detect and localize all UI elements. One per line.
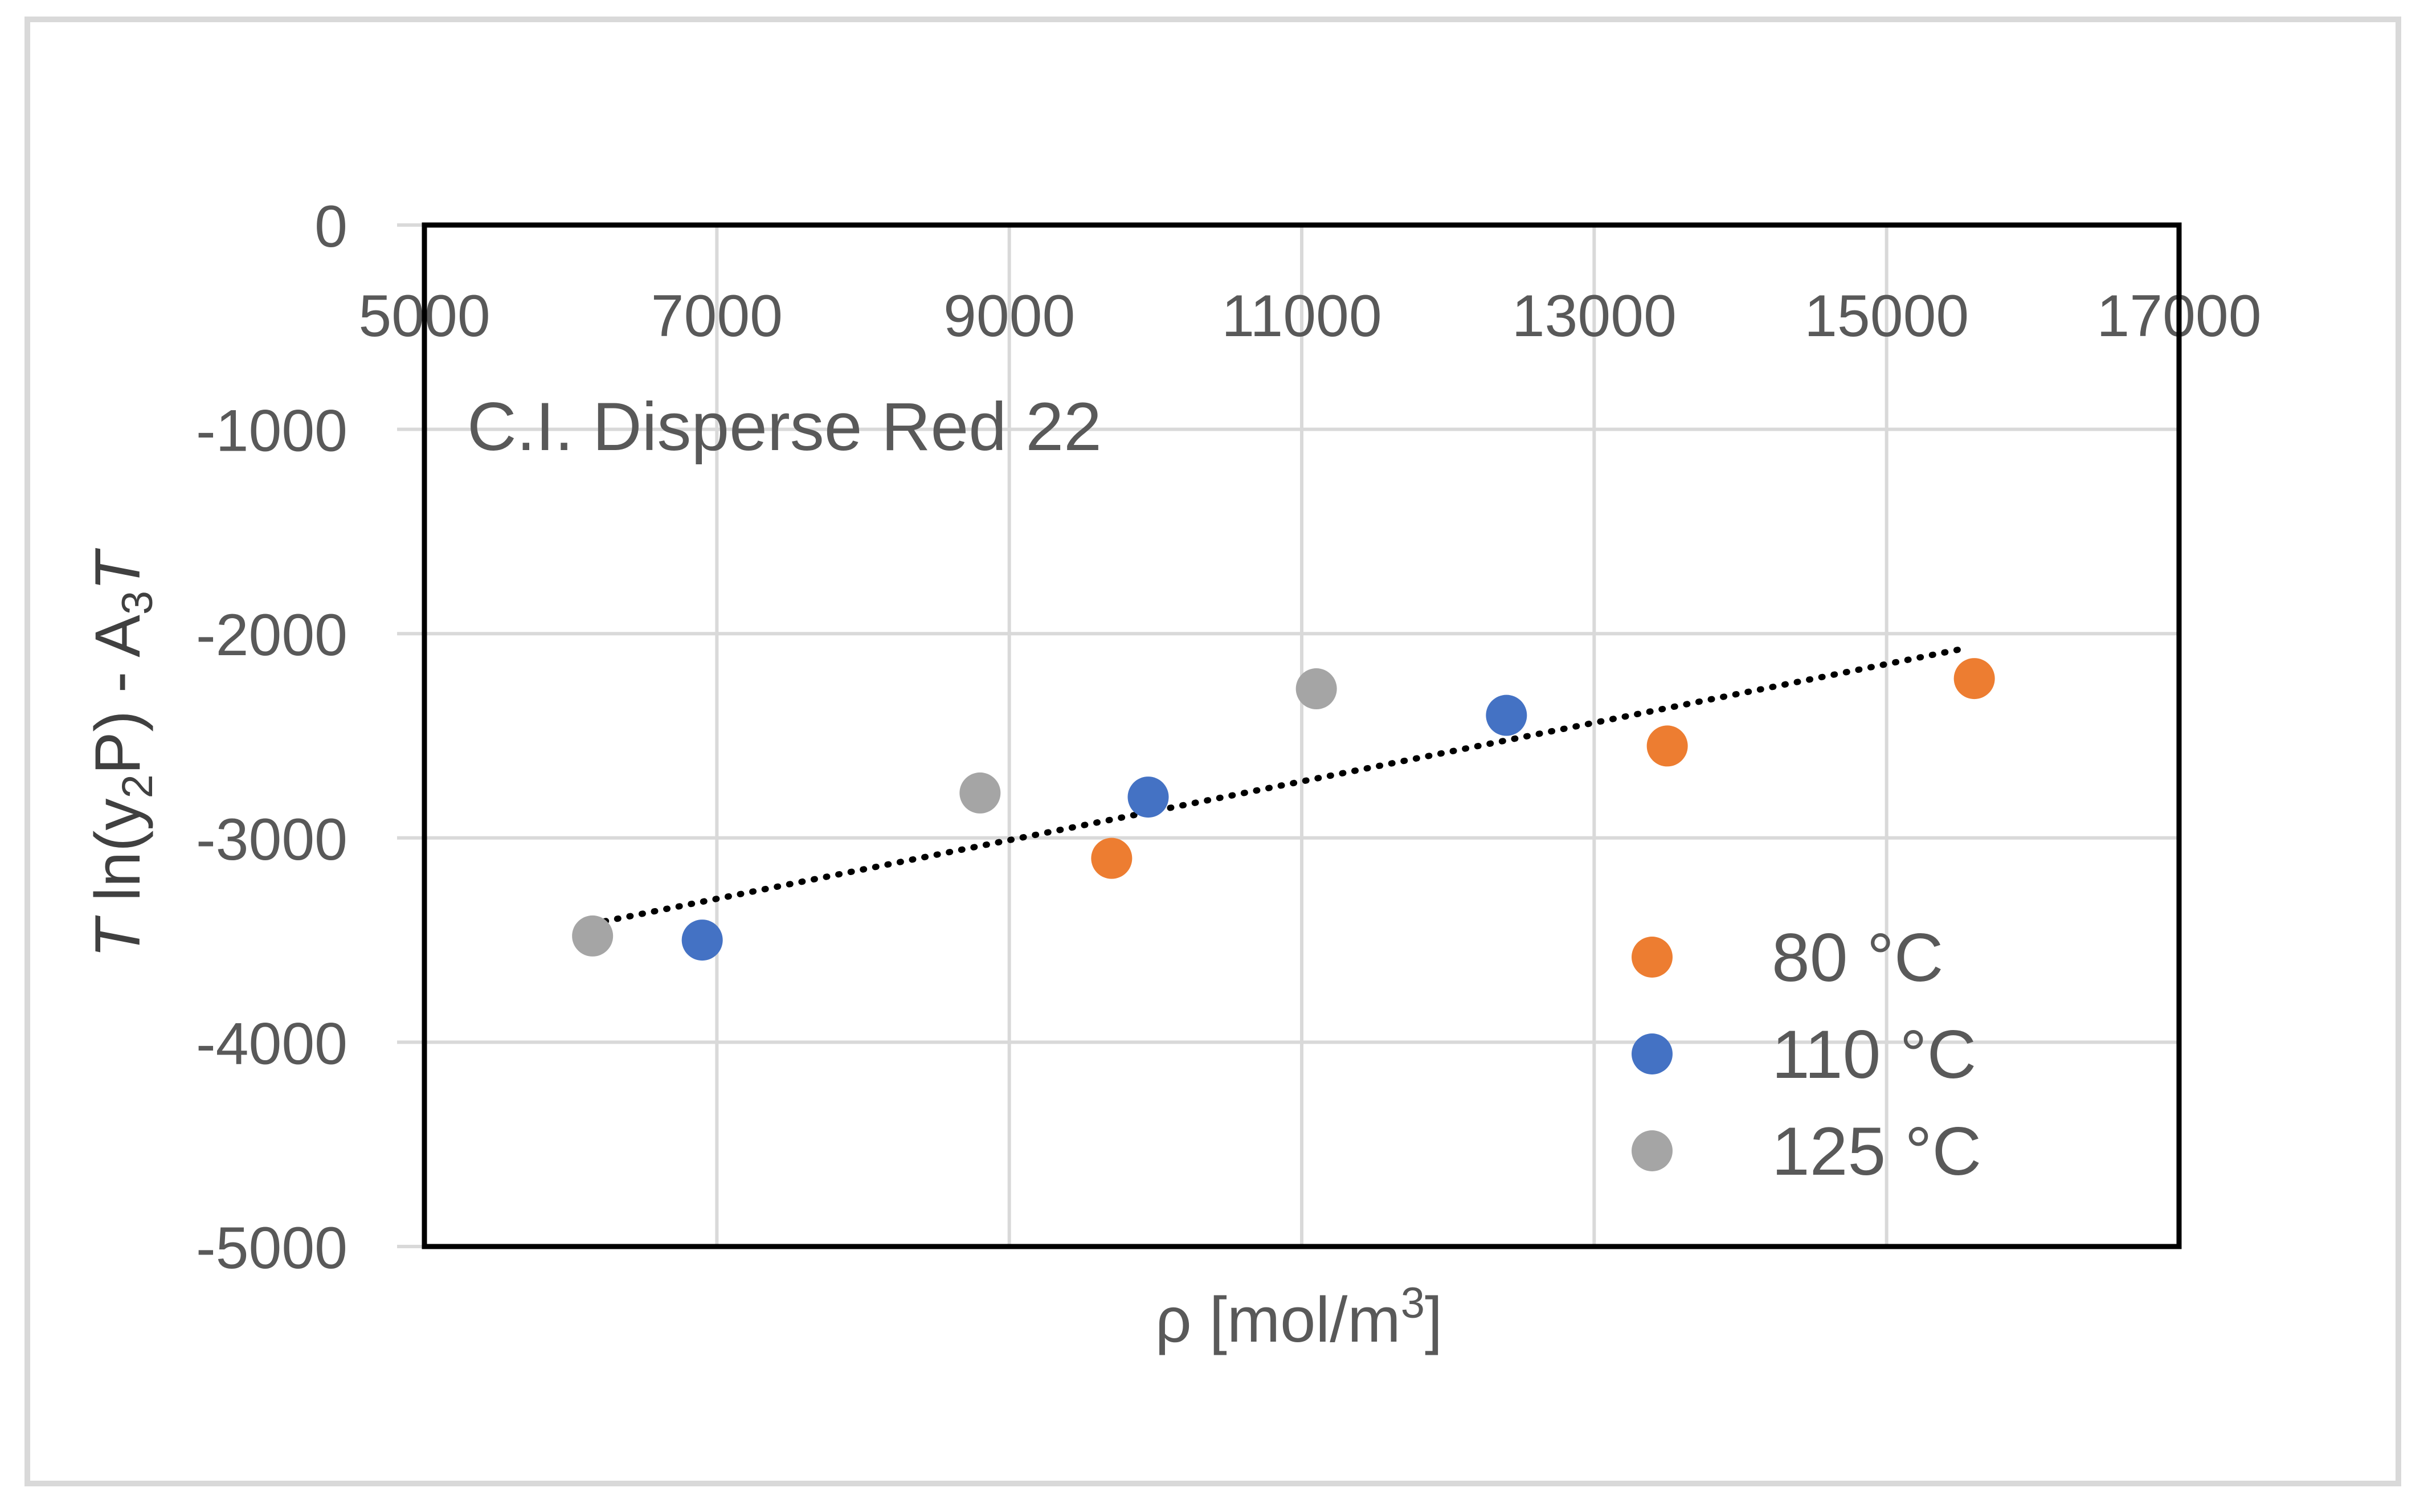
x-axis-label-end: ]	[1425, 1284, 1442, 1355]
x-tick-label: 7000	[651, 283, 783, 349]
legend-marker	[1632, 1130, 1673, 1171]
data-point	[959, 772, 1001, 814]
data-point	[572, 915, 614, 957]
x-axis-label-sup: 3	[1401, 1279, 1425, 1327]
y-axis-label-part: ln(y	[82, 799, 153, 920]
x-tick-label: 11000	[1221, 283, 1381, 349]
data-point	[1127, 777, 1169, 818]
chart-frame	[24, 17, 2401, 1486]
y-tick-label: -4000	[196, 1011, 348, 1077]
data-points-layer	[572, 658, 1995, 961]
y-tick-label: 0	[314, 194, 348, 260]
x-axis-label-main: ρ [mol/m	[1155, 1284, 1401, 1355]
data-point	[1295, 668, 1337, 710]
y-tick-label: -3000	[196, 807, 348, 873]
y-tick-label: -1000	[196, 398, 348, 464]
x-axis-label: ρ [mol/m3]	[1155, 1279, 1442, 1355]
y-axis-label-sub1: 2	[113, 774, 162, 798]
chart-annotation: C.I. Disperse Red 22	[467, 389, 1102, 465]
legend-label: 110 °C	[1772, 1016, 1976, 1093]
y-axis-label-italic-prefix: T	[82, 915, 153, 958]
x-tick-label: 13000	[1512, 283, 1677, 349]
data-point	[1646, 725, 1688, 767]
y-tick-label: -5000	[196, 1215, 348, 1281]
trendline-layer	[589, 644, 1971, 927]
y-axis-label: T ln(y2P) - A3T	[82, 547, 162, 958]
legend-label: 80 °C	[1772, 920, 1943, 996]
plot-area-border	[422, 222, 2182, 1249]
y-tick-label: -2000	[196, 602, 348, 668]
data-point	[1953, 658, 1995, 700]
data-point	[681, 920, 723, 961]
data-point	[1091, 837, 1133, 879]
legend-label: 125 °C	[1772, 1113, 1981, 1190]
data-point	[1486, 694, 1527, 736]
y-axis-label-sub2: 3	[113, 591, 162, 615]
x-tick-label: 15000	[1804, 283, 1969, 349]
y-axis-label-italic-suffix: T	[82, 547, 153, 591]
legend: 80 °C 110 °C 125 °C	[1632, 920, 1981, 1190]
y-axis-label-mid: P) - A	[82, 615, 153, 774]
trendline	[589, 644, 1971, 927]
legend-marker	[1632, 937, 1673, 978]
x-tick-label: 9000	[943, 283, 1075, 349]
legend-marker	[1632, 1033, 1673, 1074]
